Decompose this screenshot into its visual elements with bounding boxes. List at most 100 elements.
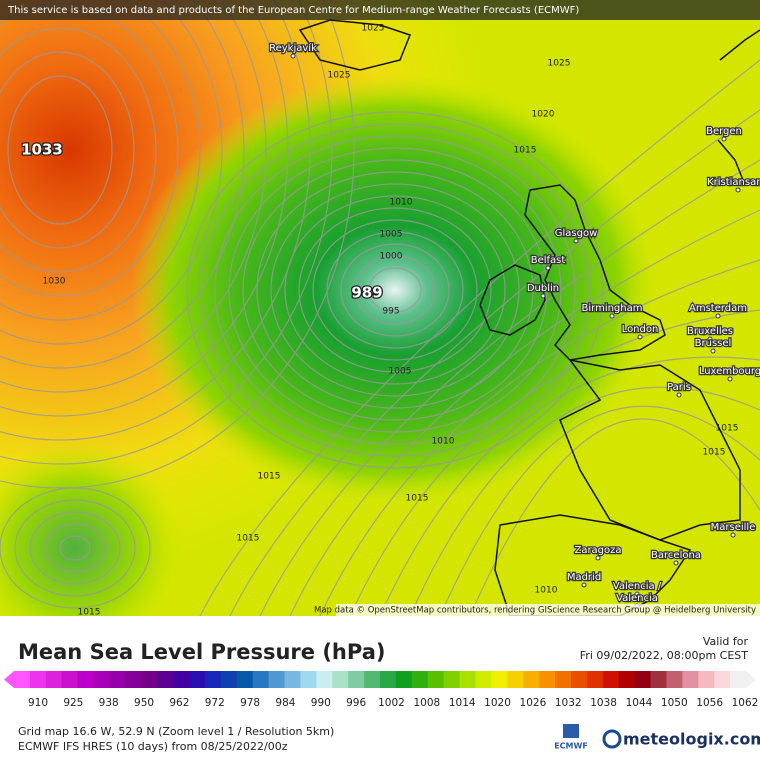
scale-cell	[157, 671, 174, 688]
scale-cell	[61, 671, 79, 688]
brand: meteologix.com	[623, 730, 760, 749]
isobar-label: 1015	[78, 608, 101, 618]
scale-tick-label: 1050	[661, 697, 688, 709]
isobar-label: 1015	[237, 534, 260, 544]
scale-cell	[236, 671, 254, 688]
city-label: Belfast	[531, 255, 566, 266]
map-labels: Reykjavík Bergen Kristiansand Glasgow Belfas…	[20, 24, 760, 618]
pressure-center: 1033	[21, 141, 63, 159]
scale-tick-label: 1044	[626, 697, 653, 709]
city-label: Glasgow	[555, 228, 598, 239]
city-dot	[595, 555, 601, 561]
scale-cell	[220, 671, 238, 688]
scale-tick-label: 1008	[413, 697, 440, 709]
valid-label: Valid for	[703, 635, 749, 648]
city-label: Luxembourg	[699, 366, 760, 377]
scale-cell	[539, 671, 556, 688]
scale-cell	[268, 671, 286, 688]
isobar	[439, 405, 760, 616]
isobar-label: 1005	[380, 230, 403, 240]
city-dot	[540, 293, 546, 299]
scale-tick-label: 1038	[590, 697, 617, 709]
isobar	[349, 309, 760, 616]
isobar-label: 1020	[532, 110, 555, 120]
isobar	[44, 523, 106, 573]
isobar	[409, 386, 760, 616]
scale-tick-label: 1062	[732, 697, 759, 709]
scale-cell	[666, 671, 683, 688]
scale-cell	[507, 671, 524, 688]
city-label: Kristiansand	[707, 177, 760, 188]
scale-cell	[602, 671, 620, 688]
isobar-label: 1015	[514, 146, 537, 156]
brand-icon	[602, 729, 622, 749]
scale-tick-label: 1002	[378, 697, 405, 709]
scale-tick-label: 1056	[696, 697, 723, 709]
isobar	[29, 511, 121, 585]
city-label: Birmingham	[582, 303, 643, 314]
isobar	[469, 418, 760, 616]
scale-cell	[284, 671, 301, 688]
isobar	[0, 0, 289, 417]
isobar-label: 1030	[43, 277, 66, 287]
scale-arrow	[746, 671, 756, 688]
isobar-label: 1010	[535, 586, 558, 596]
isobars	[0, 0, 760, 616]
pressure-center: 989	[351, 284, 382, 302]
attribution: Map data © OpenStreetMap contributors, r…	[314, 606, 756, 616]
valid-time: Fri 09/02/2022, 08:00pm CEST	[580, 649, 749, 662]
city-dot	[634, 591, 640, 597]
isobar	[289, 209, 760, 616]
isobar	[214, 135, 576, 445]
isobar	[59, 535, 91, 561]
isobar-label: 1015	[258, 472, 281, 482]
scale-cell	[29, 671, 47, 688]
city-label: Valencia /	[613, 581, 662, 592]
city-label: London	[622, 324, 659, 335]
scale-tick-label: 962	[169, 697, 189, 709]
isobar-label: 1015	[703, 448, 726, 458]
city-label: Dublin	[527, 283, 559, 294]
scale-cell	[125, 671, 142, 688]
scale-cell	[45, 671, 63, 688]
isobar	[0, 27, 157, 273]
isobar-label: 1015	[406, 494, 429, 504]
scale-cell	[141, 671, 158, 688]
scale-arrow	[4, 671, 14, 688]
isobar	[0, 0, 311, 441]
city-label: Zaragoza	[574, 545, 621, 556]
scale-cell	[252, 671, 270, 688]
grid-info: Grid map 16.6 W, 52.9 N (Zoom level 1 / …	[18, 725, 334, 738]
isobar	[0, 0, 333, 465]
isobar	[14, 499, 136, 597]
scale-cell	[395, 671, 413, 688]
model-info: ECMWF IFS HRES (10 days) from 08/25/2022…	[18, 740, 288, 753]
isobar-label: 1025	[328, 71, 351, 81]
city-dot	[715, 313, 721, 319]
isobar	[0, 51, 135, 249]
scale-cell	[380, 671, 397, 688]
isobar	[242, 159, 548, 421]
scale-cell	[475, 671, 492, 688]
isobar	[256, 171, 534, 409]
scale-cell	[730, 671, 747, 688]
city-dot	[676, 392, 682, 398]
ecmwf-logo: ECMWF	[554, 742, 588, 751]
scale-tick-label: 990	[311, 697, 331, 709]
isobar	[0, 0, 201, 321]
isobar-label: 1010	[390, 198, 413, 208]
scale-tick-label: 978	[240, 697, 260, 709]
scale-cell	[443, 671, 461, 688]
scale-cell	[682, 671, 699, 688]
city-dot	[573, 238, 579, 244]
scale-cell	[650, 671, 667, 688]
city-label: Barcelona	[651, 550, 701, 561]
scale-tick-label: 1014	[449, 697, 476, 709]
scale-cell	[189, 671, 206, 688]
scale-cell	[714, 671, 731, 688]
isobar	[298, 207, 492, 373]
isobar	[354, 255, 436, 325]
isobar	[312, 219, 478, 361]
